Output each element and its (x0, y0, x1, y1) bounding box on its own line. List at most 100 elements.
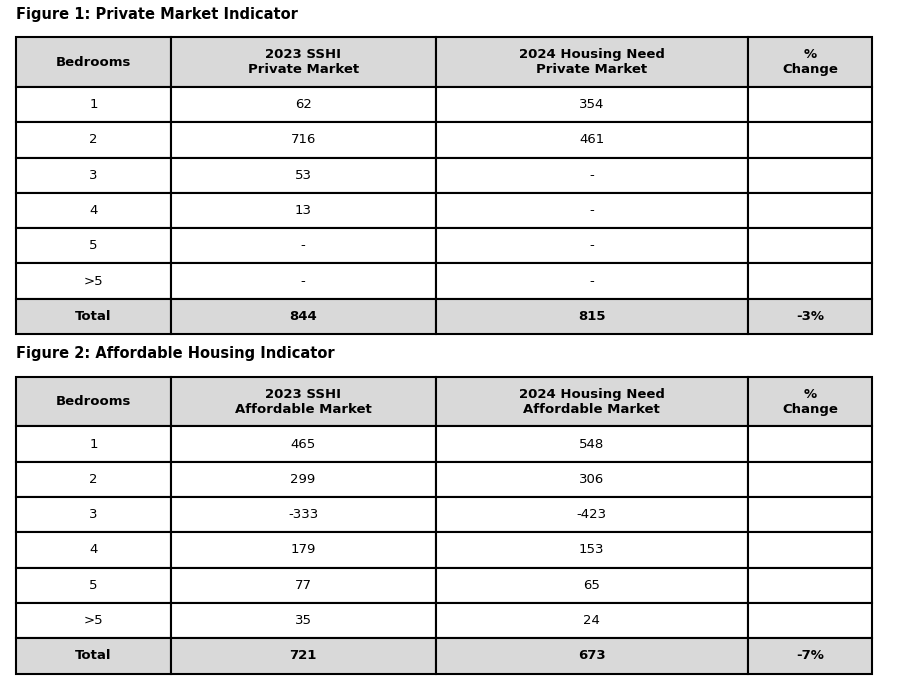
Text: -: - (301, 239, 305, 253)
Text: Bedrooms: Bedrooms (56, 56, 131, 69)
Bar (16, 158, 171, 193)
Text: -333: -333 (288, 508, 318, 521)
Bar (748, 87, 872, 122)
Bar (171, 122, 436, 158)
Bar (16, 426, 171, 462)
Text: 35: 35 (295, 614, 312, 627)
Text: 13: 13 (295, 204, 312, 217)
Bar (16, 497, 171, 532)
Text: 62: 62 (295, 98, 312, 111)
Bar (16, 228, 171, 263)
Bar (16, 193, 171, 228)
Bar (436, 568, 748, 603)
Bar (748, 263, 872, 299)
Bar (748, 603, 872, 638)
Text: Total: Total (75, 649, 111, 663)
Bar (436, 122, 748, 158)
Text: -: - (589, 239, 594, 253)
Bar (16, 532, 171, 568)
Bar (436, 497, 748, 532)
Text: 354: 354 (579, 98, 604, 111)
Text: 4: 4 (89, 543, 98, 557)
Text: 673: 673 (578, 649, 605, 663)
Text: 815: 815 (578, 310, 605, 323)
Text: %
Change: % Change (782, 388, 838, 416)
Bar (16, 568, 171, 603)
Text: -423: -423 (577, 508, 607, 521)
Text: >5: >5 (84, 614, 103, 627)
Bar (171, 426, 436, 462)
Bar (436, 377, 748, 426)
Text: %
Change: % Change (782, 48, 838, 76)
Bar (16, 603, 171, 638)
Bar (436, 462, 748, 497)
Bar (436, 426, 748, 462)
Text: 3: 3 (89, 508, 98, 521)
Bar (748, 497, 872, 532)
Text: 306: 306 (579, 473, 604, 486)
Text: 1: 1 (89, 98, 98, 111)
Bar (16, 377, 171, 426)
Bar (16, 37, 171, 87)
Bar (748, 299, 872, 334)
Text: 2: 2 (89, 473, 98, 486)
Text: 2023 SSHI
Affordable Market: 2023 SSHI Affordable Market (234, 388, 372, 416)
Text: -: - (589, 274, 594, 288)
Text: 65: 65 (584, 579, 600, 592)
Text: 24: 24 (584, 614, 600, 627)
Text: 721: 721 (289, 649, 317, 663)
Bar (16, 462, 171, 497)
Text: 548: 548 (579, 437, 604, 451)
Bar (16, 122, 171, 158)
Bar (16, 263, 171, 299)
Text: 5: 5 (89, 579, 98, 592)
Bar (171, 228, 436, 263)
Text: 716: 716 (290, 133, 316, 147)
Text: 53: 53 (295, 168, 312, 182)
Bar (436, 158, 748, 193)
Text: 179: 179 (290, 543, 316, 557)
Bar (436, 638, 748, 674)
Bar (171, 638, 436, 674)
Text: Figure 1: Private Market Indicator: Figure 1: Private Market Indicator (16, 7, 298, 22)
Bar (171, 568, 436, 603)
Bar (748, 532, 872, 568)
Text: Total: Total (75, 310, 111, 323)
Bar (748, 462, 872, 497)
Text: Bedrooms: Bedrooms (56, 395, 131, 408)
Text: -: - (589, 168, 594, 182)
Text: 2023 SSHI
Private Market: 2023 SSHI Private Market (248, 48, 358, 76)
Text: 299: 299 (290, 473, 316, 486)
Bar (171, 497, 436, 532)
Text: 465: 465 (290, 437, 316, 451)
Bar (171, 193, 436, 228)
Text: 5: 5 (89, 239, 98, 253)
Text: 77: 77 (295, 579, 312, 592)
Bar (171, 462, 436, 497)
Bar (436, 87, 748, 122)
Text: 461: 461 (579, 133, 604, 147)
Bar (436, 603, 748, 638)
Bar (436, 37, 748, 87)
Text: -7%: -7% (796, 649, 824, 663)
Text: 153: 153 (579, 543, 604, 557)
Bar (436, 263, 748, 299)
Bar (748, 568, 872, 603)
Text: -: - (301, 274, 305, 288)
Bar (748, 158, 872, 193)
Bar (171, 263, 436, 299)
Bar (748, 638, 872, 674)
Text: 4: 4 (89, 204, 98, 217)
Bar (436, 193, 748, 228)
Bar (16, 87, 171, 122)
Bar (748, 426, 872, 462)
Text: -: - (589, 204, 594, 217)
Bar (436, 299, 748, 334)
Text: 1: 1 (89, 437, 98, 451)
Bar (171, 532, 436, 568)
Bar (436, 532, 748, 568)
Bar (748, 37, 872, 87)
Bar (748, 377, 872, 426)
Text: >5: >5 (84, 274, 103, 288)
Text: 2024 Housing Need
Private Market: 2024 Housing Need Private Market (519, 48, 665, 76)
